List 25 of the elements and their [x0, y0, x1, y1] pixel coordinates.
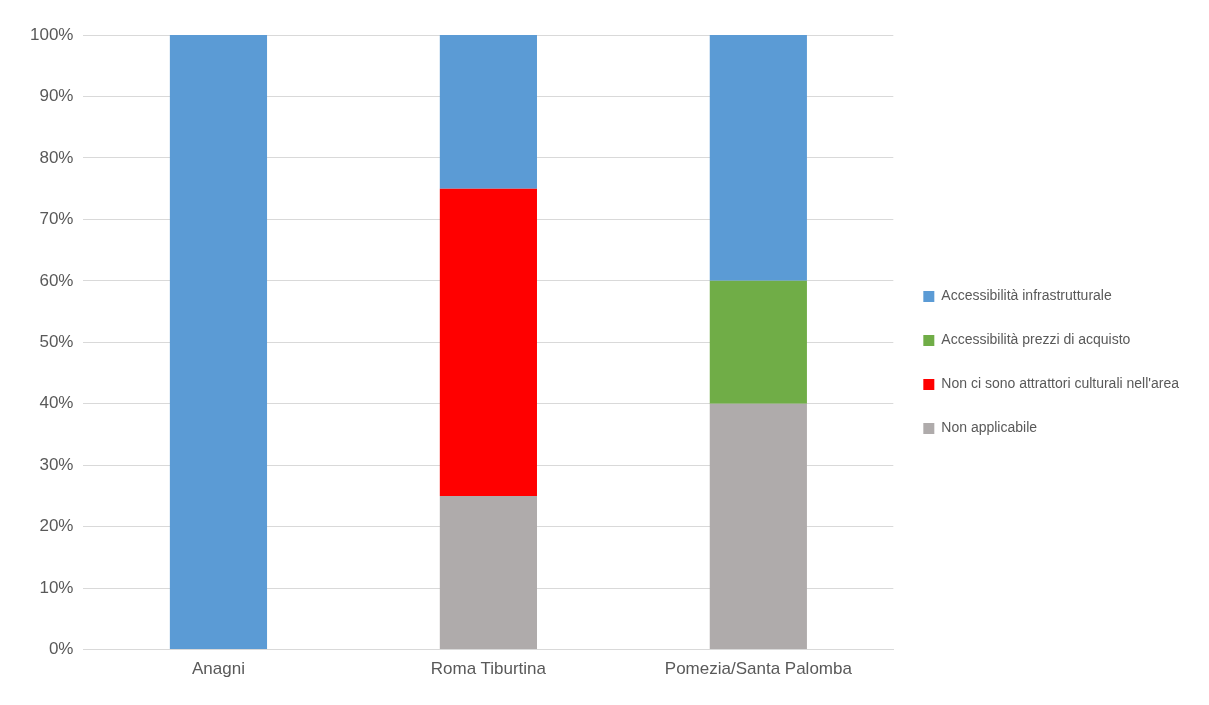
bar: [169, 35, 268, 650]
bar: [709, 280, 807, 404]
y-tick-label: 80%: [39, 147, 74, 167]
legend-label: Accessibilità infrastrutturale: [941, 287, 1112, 304]
legend-label: Non ci sono attrattori culturali nell'area: [941, 375, 1180, 392]
y-tick-label: 70%: [39, 209, 74, 229]
y-tick-label: 0%: [48, 639, 74, 659]
y-tick-label: 10%: [39, 577, 74, 597]
bar: [439, 495, 537, 650]
legend-label: Non applicabile: [941, 419, 1038, 436]
bar: [709, 35, 807, 281]
y-tick-label: 40%: [39, 393, 74, 413]
y-tick-label: 90%: [39, 86, 74, 106]
x-tick-label: Anagni: [191, 659, 245, 679]
y-tick-label: 20%: [39, 516, 74, 536]
legend-label: Accessibilità prezzi di acquisto: [941, 331, 1131, 348]
y-tick-label: 60%: [39, 270, 74, 290]
bar: [709, 403, 807, 650]
x-tick-label: Roma Tiburtina: [430, 659, 547, 679]
y-tick-label: 50%: [39, 331, 74, 351]
bar: [439, 35, 537, 189]
x-tick-label: Pomezia/Santa Palomba: [664, 659, 853, 679]
y-tick-label: 30%: [39, 454, 74, 474]
bar: [439, 188, 537, 496]
y-tick-label: 100%: [30, 24, 74, 44]
